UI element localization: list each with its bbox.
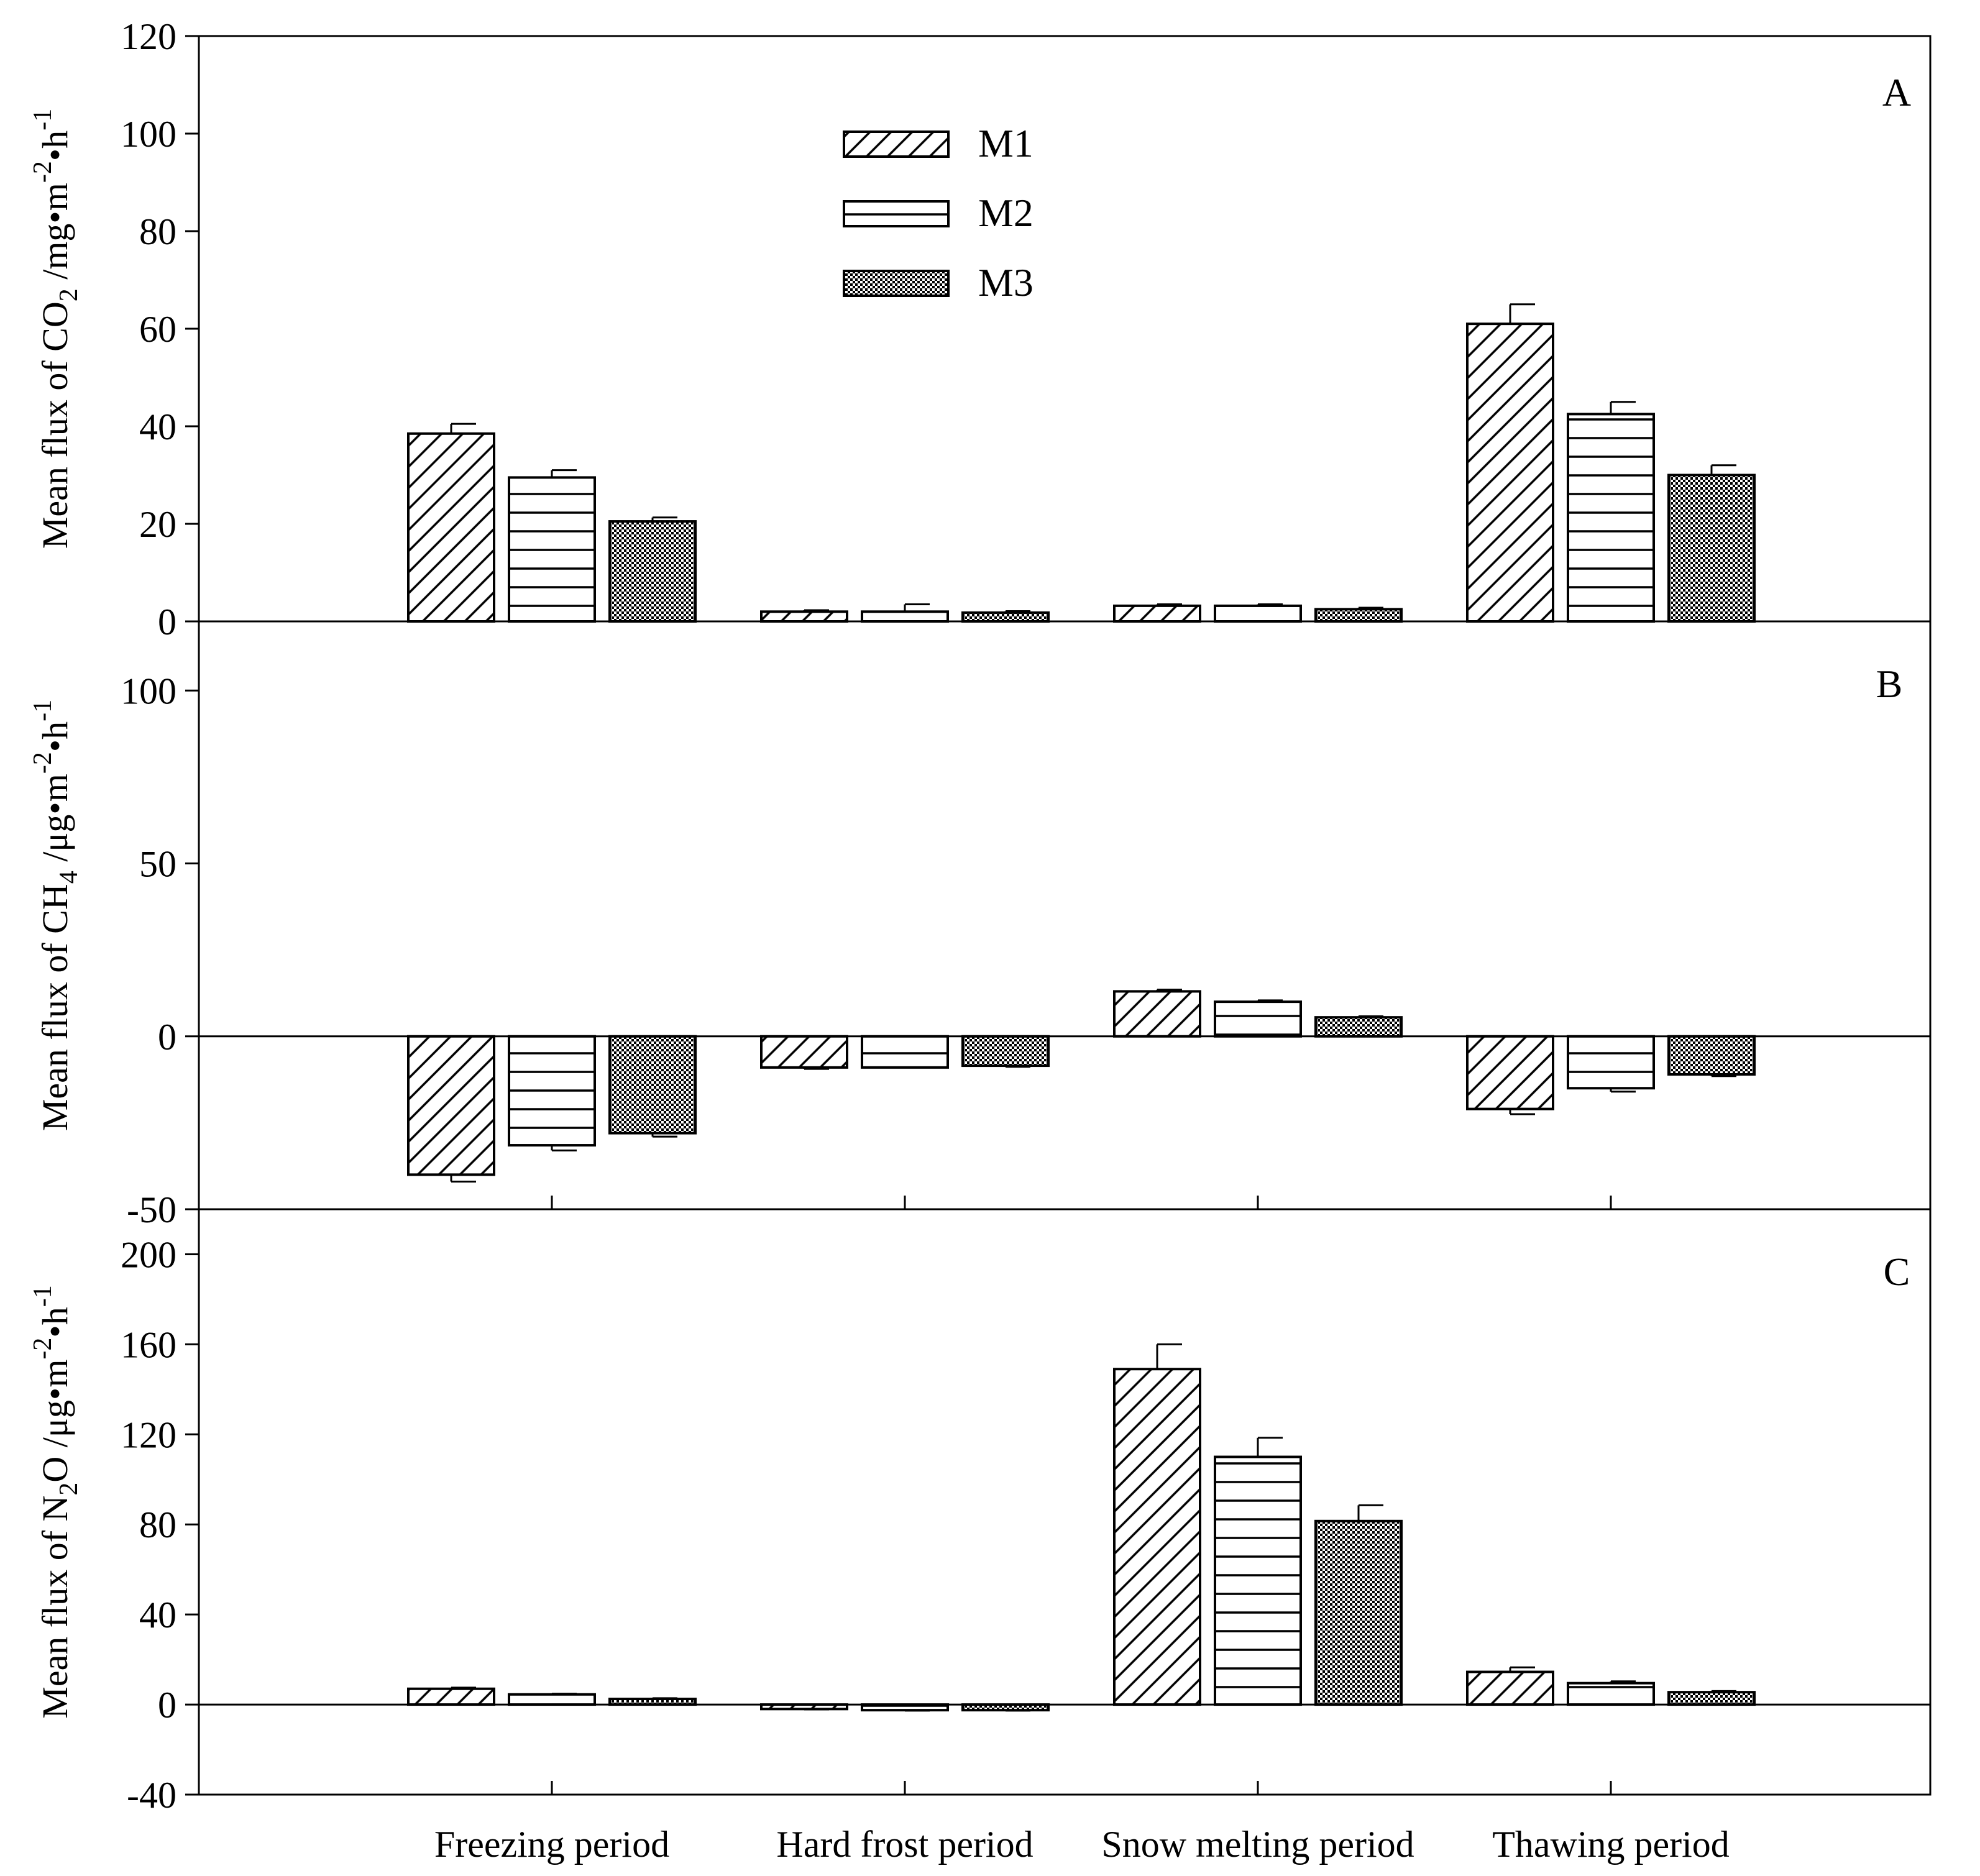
bar-m1	[407, 1687, 495, 1706]
y-axis-title: Mean flux of N2O /μg•m-2•h-1	[29, 1285, 83, 1719]
bar-m3	[1667, 474, 1756, 623]
y-tick-label: 50	[139, 844, 176, 885]
plot-frame	[198, 1208, 1932, 1796]
y-tick-label: 0	[158, 602, 176, 643]
bar-m3	[961, 1703, 1050, 1712]
y-axis-title-part: •h	[35, 721, 75, 752]
panel-c: -40 0 40 80 120 160 200 C Mean flux of N2O /μg•m…	[29, 1208, 1932, 1816]
legend-swatch-m2	[843, 200, 950, 227]
category-label: Thawing period	[1492, 1824, 1730, 1865]
y-axis-title-part: -2	[29, 161, 57, 183]
y-axis-title-part: /μg•m	[35, 774, 75, 871]
y-axis-title-part: -1	[29, 1285, 57, 1307]
y-tick-label: 0	[158, 1685, 176, 1726]
bar-m3	[608, 520, 697, 623]
bar-m1	[760, 1703, 848, 1711]
bar-m3	[1314, 1519, 1403, 1706]
panel-letter: A	[1882, 70, 1911, 114]
bar-m1	[1466, 323, 1554, 623]
y-tick-label: 200	[121, 1234, 176, 1275]
y-tick-label: 80	[139, 1504, 176, 1545]
y-tick-label: 40	[139, 1595, 176, 1636]
bar-m3	[1314, 608, 1403, 623]
y-tick-label: 160	[121, 1324, 176, 1365]
y-tick-label: 20	[139, 504, 176, 545]
bar-m3	[608, 1035, 697, 1135]
category-label: Freezing period	[434, 1824, 669, 1865]
y-axis-title-part: -1	[29, 700, 57, 721]
y-tick-label: -40	[127, 1775, 176, 1816]
y-axis-title-part: Mean flux of N	[35, 1496, 75, 1719]
bar-m1	[760, 610, 848, 623]
bar-m1	[1113, 604, 1201, 623]
y-tick-label: 100	[121, 670, 176, 712]
bar-m2	[508, 1035, 596, 1147]
bar-m2	[1567, 1035, 1655, 1090]
y-tick-label: -50	[127, 1189, 176, 1230]
y-axis-title-part: -1	[29, 109, 57, 130]
bar-m2	[1214, 1455, 1302, 1706]
bar-m3	[608, 1698, 697, 1706]
y-tick-label: 0	[158, 1017, 176, 1058]
y-tick-label: 40	[139, 406, 176, 447]
y-axis-title-part: 2	[55, 1483, 83, 1496]
y-axis-title-part: Mean flux of CO	[35, 301, 75, 549]
bar-m2	[861, 1703, 949, 1712]
panel-a: 0 20 40 60 80 100 120 A Mean flux of CO2 /mg•m-2…	[29, 16, 1932, 643]
bar-m2	[861, 1035, 949, 1069]
bar-m2	[1214, 604, 1302, 623]
y-axis-title-part: •h	[35, 1307, 75, 1337]
bar-m1	[407, 1035, 495, 1176]
bar-m1	[1466, 1670, 1554, 1706]
bar-m1	[1466, 1035, 1554, 1110]
bar-m1	[760, 1035, 848, 1069]
bar-m3	[1314, 1016, 1403, 1038]
category-label: Hard frost period	[776, 1824, 1033, 1865]
bar-m1	[407, 432, 495, 623]
bar-m1	[1113, 1368, 1201, 1706]
y-axis-title-part: 2	[55, 288, 83, 301]
bar-m3	[961, 1035, 1050, 1068]
y-axis-title-part: /mg•m	[35, 183, 75, 288]
bar-m3	[1667, 1691, 1756, 1706]
legend-label: M2	[978, 191, 1034, 235]
category-labels: Freezing period Hard frost period Snow mel…	[434, 1824, 1730, 1865]
panel-b: -50 0 50 100 B Mean flux of CH4 /μg•m-2•h-1	[29, 620, 1932, 1230]
category-label: Snow melting period	[1101, 1824, 1414, 1865]
bar-m2	[508, 1693, 596, 1706]
y-tick-label: 60	[139, 309, 176, 350]
y-tick-label: 80	[139, 211, 176, 252]
bar-m2	[508, 476, 596, 623]
y-axis-title-part: •h	[35, 130, 75, 161]
legend: M1 M2 M3	[843, 121, 1034, 304]
y-axis-title: Mean flux of CO2 /mg•m-2•h-1	[29, 109, 83, 549]
legend-swatch-m1	[843, 130, 950, 158]
bar-m1	[1113, 990, 1201, 1038]
bar-m2	[1214, 1000, 1302, 1038]
bar-m2	[1567, 1682, 1655, 1706]
bar-m2	[861, 610, 949, 623]
panel-letter: B	[1876, 662, 1903, 706]
bar-m3	[1667, 1035, 1756, 1076]
y-axis-title-part: -2	[29, 1338, 57, 1360]
y-axis-title-part: Mean flux of CH	[35, 884, 75, 1131]
panel-letter: C	[1884, 1250, 1910, 1294]
y-tick-label: 100	[121, 114, 176, 155]
legend-label: M3	[978, 260, 1034, 304]
y-tick-label: 120	[121, 16, 176, 57]
y-tick-label: 120	[121, 1414, 176, 1455]
legend-label: M1	[978, 121, 1034, 165]
y-axis-title-part: O /μg•m	[35, 1360, 75, 1483]
bar-m2	[1567, 413, 1655, 623]
y-axis-title-part: -2	[29, 752, 57, 774]
legend-swatch-m3	[843, 270, 950, 297]
y-axis-title-part: 4	[55, 871, 83, 884]
bar-m3	[961, 611, 1050, 623]
y-axis-title: Mean flux of CH4 /μg•m-2•h-1	[29, 700, 83, 1131]
